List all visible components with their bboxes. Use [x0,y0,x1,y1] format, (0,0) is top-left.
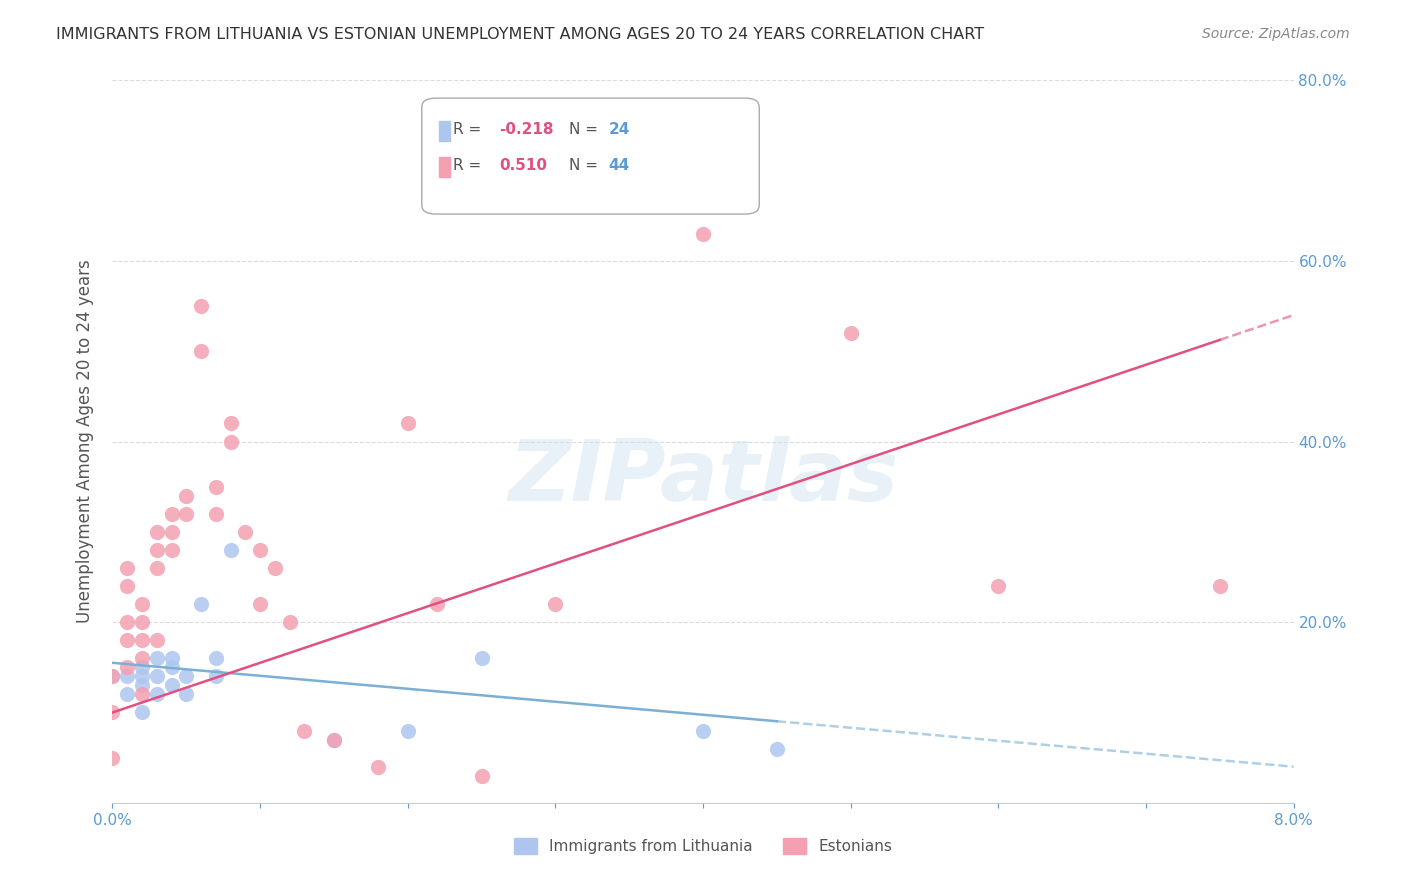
Point [101,669,124,683]
Point [205,480,228,494]
Point [146,524,169,539]
Point [323,732,346,747]
Point [146,687,169,701]
Point [190,299,212,313]
Text: N =: N = [569,122,603,136]
Point [249,542,271,557]
Point [205,651,228,665]
Point [264,561,287,575]
Point [117,687,138,701]
Point [101,750,124,764]
Point [117,669,138,683]
Point [190,597,212,611]
Point [146,651,169,665]
Text: -0.218: -0.218 [499,122,554,136]
Point [396,417,419,431]
Point [219,434,242,449]
Text: IMMIGRANTS FROM LITHUANIA VS ESTONIAN UNEMPLOYMENT AMONG AGES 20 TO 24 YEARS COR: IMMIGRANTS FROM LITHUANIA VS ESTONIAN UN… [56,27,984,42]
Point [190,344,212,359]
Y-axis label: Unemployment Among Ages 20 to 24 years: Unemployment Among Ages 20 to 24 years [76,260,94,624]
Point [160,542,183,557]
Point [219,542,242,557]
Point [278,615,301,630]
Point [471,651,494,665]
Point [131,706,153,720]
Text: Source: ZipAtlas.com: Source: ZipAtlas.com [1202,27,1350,41]
Point [174,669,197,683]
Point [292,723,315,738]
Point [367,760,389,774]
Legend: Immigrants from Lithuania, Estonians: Immigrants from Lithuania, Estonians [508,832,898,860]
Point [131,597,153,611]
Point [146,633,169,648]
Point [146,561,169,575]
Point [233,524,256,539]
Point [131,669,153,683]
Point [117,561,138,575]
Point [131,651,153,665]
Point [101,669,124,683]
Point [839,326,862,340]
Point [146,669,169,683]
Point [131,633,153,648]
Point [765,741,787,756]
Point [117,615,138,630]
Point [396,723,419,738]
Point [544,597,567,611]
Text: ZIPatlas: ZIPatlas [508,436,898,519]
Point [131,615,153,630]
Point [471,769,494,783]
Point [174,687,197,701]
Point [117,633,138,648]
Point [160,651,183,665]
Point [160,678,183,692]
Text: R =: R = [453,158,486,172]
Text: R =: R = [453,122,486,136]
Point [146,542,169,557]
Point [426,597,449,611]
Point [160,660,183,674]
Point [131,660,153,674]
Point [131,678,153,692]
Text: 44: 44 [609,158,630,172]
Text: 0.510: 0.510 [499,158,547,172]
Point [205,669,228,683]
Point [160,524,183,539]
Point [323,732,346,747]
Point [205,507,228,521]
Point [249,597,271,611]
Point [692,227,714,241]
Point [174,507,197,521]
Point [117,660,138,674]
Point [987,579,1010,593]
Point [1208,579,1232,593]
Text: N =: N = [569,158,603,172]
Point [160,507,183,521]
Point [101,706,124,720]
Point [117,579,138,593]
Point [219,417,242,431]
Point [174,489,197,503]
Text: 24: 24 [609,122,630,136]
Point [131,687,153,701]
Point [692,723,714,738]
